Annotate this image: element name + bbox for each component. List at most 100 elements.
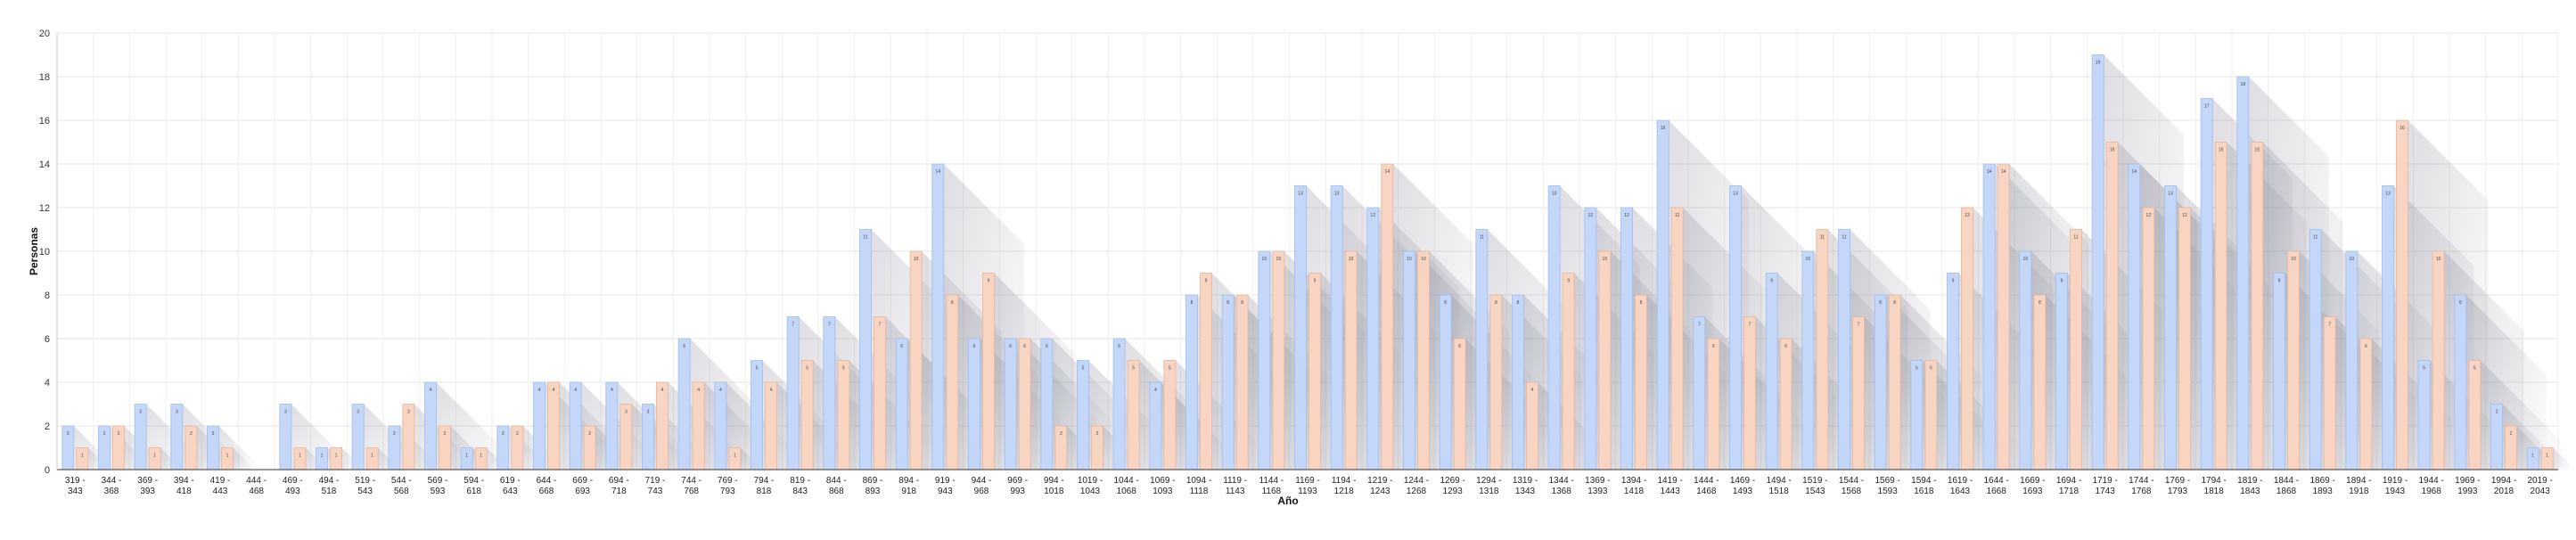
x-tick-label: 1043 (1080, 487, 1101, 496)
bar-series-2 (800, 360, 814, 470)
bar-value-label: 10 (1806, 257, 1811, 262)
bar-series-2 (1997, 163, 2010, 470)
bar-value-label: 16 (1661, 126, 1666, 131)
bar-value-label: 18 (2241, 82, 2246, 87)
bar-value-label: 13 (1552, 192, 1557, 197)
x-tick-label: 1519 - (1802, 476, 1827, 486)
bar-series-1 (1910, 360, 1924, 470)
bar-value-label: 15 (2219, 148, 2224, 153)
bar-series-2 (1924, 360, 1938, 470)
x-tick-label: 1494 - (1766, 476, 1791, 486)
x-tick-label: 1568 (1842, 487, 1862, 496)
bar-value-label: 6 (1023, 344, 1026, 349)
bar-value-label: 1 (153, 454, 156, 459)
bar-value-label: 6 (2365, 344, 2367, 349)
bar-series-1 (460, 447, 473, 470)
bar-value-label: 8 (2039, 300, 2041, 306)
x-tick-label: 1893 (2313, 487, 2334, 496)
x-tick-label: 819 - (790, 476, 810, 486)
bar-series-1 (2417, 360, 2431, 470)
bar-series-2 (1381, 163, 1394, 470)
bar-value-label: 9 (2061, 279, 2063, 284)
bar-series-1 (1403, 250, 1415, 470)
bar-series-1 (2019, 250, 2032, 470)
x-tick-label: 493 (285, 487, 300, 496)
bar-series-2 (2142, 207, 2155, 470)
bar-value-label: 3 (284, 410, 287, 415)
x-tick-label: 2019 - (2527, 476, 2552, 486)
bar-series-1 (1656, 119, 1669, 470)
bar-value-label: 4 (697, 388, 700, 393)
x-tick-label: 1969 - (2455, 476, 2480, 486)
x-tick-label: 544 - (391, 476, 412, 486)
y-tick-label: 12 (39, 203, 50, 214)
x-tick-label: 1019 - (1078, 476, 1103, 486)
x-tick-label: 368 (104, 487, 119, 496)
x-tick-label: 494 - (319, 476, 340, 486)
bar-value-label: 6 (683, 344, 685, 349)
bar-series-2 (2323, 316, 2336, 470)
bar-value-label: 2 (588, 431, 591, 437)
bar-value-label: 3 (2496, 410, 2498, 415)
bar-value-label: 4 (553, 388, 555, 393)
x-tick-label: 1569 - (1875, 476, 1899, 486)
x-tick-label: 1918 (2349, 487, 2369, 496)
bar-value-label: 19 (2096, 61, 2101, 66)
bar-series-1 (605, 381, 619, 470)
x-tick-label: 1993 (2457, 487, 2478, 496)
x-tick-label: 818 (757, 487, 772, 496)
bar-series-2 (1670, 207, 1684, 470)
bar-value-label: 6 (1009, 344, 1012, 349)
bar-series-1 (1982, 163, 1996, 470)
x-tick-label: 1144 - (1259, 476, 1284, 486)
bar-series-1 (2526, 447, 2539, 470)
bar-value-label: 2 (118, 431, 120, 437)
bar-value-label: 6 (973, 344, 976, 349)
x-tick-label: 1269 - (1440, 476, 1464, 486)
x-tick-label: 1268 (1407, 487, 1427, 496)
x-tick-label: 1093 (1153, 487, 1173, 496)
x-tick-label: 394 - (174, 476, 194, 486)
x-tick-label: 369 - (137, 476, 158, 486)
bar-series-1 (968, 338, 980, 470)
bar-series-1 (2128, 163, 2141, 470)
bar-series-2 (1272, 250, 1285, 470)
y-tick-label: 0 (45, 465, 50, 476)
bar-value-label: 6 (900, 344, 903, 349)
bar-value-label: 8 (1191, 300, 1194, 306)
x-tick-label: 1193 (1298, 487, 1317, 496)
bar-series-2 (1562, 273, 1575, 470)
x-tick-label: 1143 (1226, 487, 1245, 496)
x-tick-label: 1094 - (1186, 476, 1211, 486)
bar-series-1 (1439, 294, 1452, 470)
bar-value-label: 15 (2110, 148, 2115, 153)
bar-value-label: 13 (1298, 192, 1303, 197)
x-tick-label: 894 - (898, 476, 919, 486)
x-tick-label: 419 - (210, 476, 231, 486)
bar-series-1 (751, 360, 763, 470)
y-tick-label: 10 (39, 247, 50, 258)
bar-series-1 (1040, 338, 1054, 470)
x-tick-label: 418 (176, 487, 192, 496)
bar-value-label: 10 (1407, 257, 1412, 262)
x-tick-label: 1868 (2277, 487, 2297, 496)
bar-value-label: 5 (756, 366, 759, 372)
bar-series-1 (1838, 229, 1850, 470)
x-tick-label: 1194 - (1332, 476, 1357, 486)
bar-series-1 (1330, 185, 1343, 470)
bar-value-label: 13 (2168, 192, 2173, 197)
bar-shadow (2553, 447, 2573, 470)
bar-series-1 (1874, 294, 1887, 470)
bar-value-label: 5 (806, 366, 808, 372)
bar-value-label: 5 (1132, 366, 1135, 372)
bar-value-label: 4 (538, 388, 541, 393)
x-tick-label: 1468 (1696, 487, 1717, 496)
bar-value-label: 7 (792, 323, 794, 328)
bar-value-label: 17 (2204, 104, 2210, 110)
bar-value-label: 14 (1987, 169, 1992, 175)
bar-value-label: 12 (1624, 213, 1629, 218)
bar-series-1 (1185, 294, 1198, 470)
bar-series-2 (1707, 338, 1720, 470)
bar-value-label: 6 (1046, 344, 1048, 349)
x-tick-label: 693 (575, 487, 590, 496)
